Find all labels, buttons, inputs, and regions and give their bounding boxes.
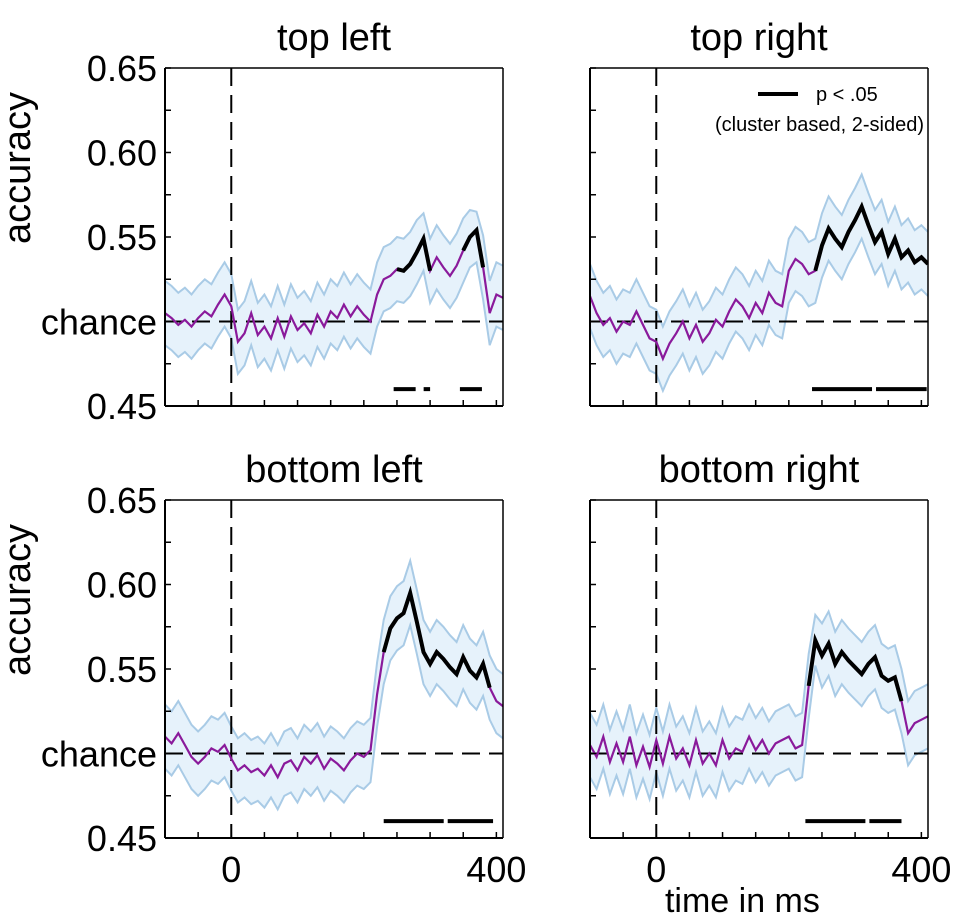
y-tick-label: 0.60 <box>87 565 157 606</box>
x-tick-label: 400 <box>891 849 951 890</box>
plot-area <box>165 500 503 838</box>
confidence-upper-edge <box>165 208 503 313</box>
panel-bottom-right: 0 400 bottom right time in ms <box>589 449 951 920</box>
x-axis-label: time in ms <box>665 882 820 920</box>
legend-label: p < .05 <box>816 84 878 106</box>
y-axis-label: accuracy <box>0 524 39 676</box>
panel-title: bottom right <box>659 449 860 491</box>
y-tick-label: chance <box>41 302 157 343</box>
significant-segment <box>381 585 492 689</box>
significant-segment <box>813 201 928 272</box>
mean-accuracy-line <box>165 227 503 345</box>
plot-area <box>590 68 928 406</box>
confidence-upper-edge <box>590 171 928 330</box>
panel-title: top left <box>277 17 392 59</box>
confidence-band <box>165 210 503 374</box>
confidence-band <box>165 560 503 810</box>
panel-title: bottom left <box>245 449 423 491</box>
y-tick-label: 0.65 <box>87 480 157 521</box>
confidence-lower-edge <box>165 260 503 377</box>
y-tick-label: 0.60 <box>87 133 157 174</box>
significant-segment <box>806 633 904 702</box>
confidence-band <box>590 611 928 800</box>
x-tick-label: 400 <box>466 849 526 890</box>
plot-area <box>590 500 928 838</box>
panel-top-right: top right p < .05 (cluster based, 2-sided) <box>589 17 929 407</box>
confidence-lower-edge <box>590 236 928 394</box>
legend-label-detail: (cluster based, 2-sided) <box>715 114 924 136</box>
y-axis-label: accuracy <box>0 92 39 244</box>
panel-bottom-left: 0.45 chance 0.55 0.60 0.65 0 400 bottom left acc… <box>0 449 526 890</box>
plot-area <box>165 68 503 406</box>
panel-top-left: 0.45 chance 0.55 0.60 0.65 top left accuracy <box>0 17 504 427</box>
confidence-lower-edge <box>165 621 503 812</box>
confidence-lower-edge <box>590 665 928 803</box>
y-tick-label: 0.55 <box>87 649 157 690</box>
x-tick-label: 0 <box>646 849 666 890</box>
y-tick-label: 0.45 <box>87 386 157 427</box>
y-tick-label: chance <box>41 734 157 775</box>
significant-segment <box>461 226 486 268</box>
y-tick-label: 0.45 <box>87 818 157 859</box>
significant-segment <box>396 232 433 274</box>
y-tick-label: 0.55 <box>87 217 157 258</box>
confidence-upper-edge <box>590 609 928 739</box>
x-tick-label: 0 <box>221 849 241 890</box>
panel-title: top right <box>690 17 828 59</box>
y-tick-label: 0.65 <box>87 48 157 89</box>
confidence-upper-edge <box>165 557 503 748</box>
